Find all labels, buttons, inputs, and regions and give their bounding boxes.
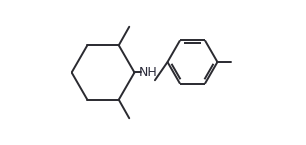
Text: NH: NH bbox=[138, 66, 157, 79]
